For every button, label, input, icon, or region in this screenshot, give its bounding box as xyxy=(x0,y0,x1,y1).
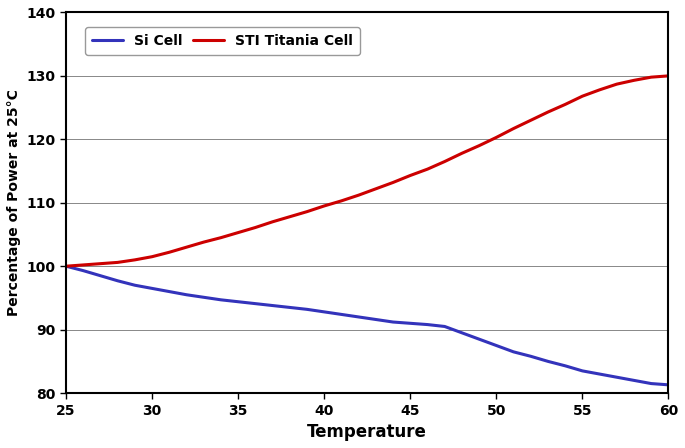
STI Titania Cell xyxy=(355,193,363,198)
Si Cell xyxy=(182,292,190,297)
STI Titania Cell xyxy=(165,250,173,255)
STI Titania Cell xyxy=(423,167,432,172)
STI Titania Cell xyxy=(389,180,397,185)
Si Cell xyxy=(148,286,156,291)
Si Cell xyxy=(269,303,277,308)
STI Titania Cell xyxy=(458,151,466,156)
STI Titania Cell xyxy=(612,82,621,87)
STI Titania Cell xyxy=(79,262,88,267)
Si Cell xyxy=(97,273,105,278)
Y-axis label: Percentage of Power at 25°C: Percentage of Power at 25°C xyxy=(7,89,21,316)
STI Titania Cell xyxy=(527,118,535,123)
STI Titania Cell xyxy=(114,260,122,265)
STI Titania Cell xyxy=(475,143,483,148)
STI Titania Cell xyxy=(234,230,242,235)
STI Titania Cell xyxy=(182,245,190,250)
Si Cell xyxy=(612,375,621,380)
Si Cell xyxy=(440,324,449,329)
STI Titania Cell xyxy=(561,102,569,107)
Si Cell xyxy=(372,317,380,322)
Si Cell xyxy=(578,368,586,374)
STI Titania Cell xyxy=(406,173,414,178)
Line: STI Titania Cell: STI Titania Cell xyxy=(66,76,669,266)
Si Cell xyxy=(251,301,260,306)
Si Cell xyxy=(337,312,345,317)
Si Cell xyxy=(355,314,363,319)
Si Cell xyxy=(389,319,397,325)
STI Titania Cell xyxy=(251,225,260,230)
Line: Si Cell: Si Cell xyxy=(66,266,669,385)
STI Titania Cell xyxy=(320,203,328,209)
STI Titania Cell xyxy=(199,239,208,245)
STI Titania Cell xyxy=(303,209,311,214)
Si Cell xyxy=(475,336,483,342)
STI Titania Cell xyxy=(269,219,277,224)
STI Titania Cell xyxy=(372,186,380,191)
STI Titania Cell xyxy=(337,198,345,203)
STI Titania Cell xyxy=(217,235,225,240)
X-axis label: Temperature: Temperature xyxy=(308,423,427,441)
Si Cell xyxy=(165,289,173,294)
Si Cell xyxy=(303,306,311,312)
STI Titania Cell xyxy=(286,214,294,220)
Si Cell xyxy=(423,322,432,327)
Si Cell xyxy=(510,349,518,354)
STI Titania Cell xyxy=(510,126,518,131)
Si Cell xyxy=(561,363,569,369)
Si Cell xyxy=(544,359,552,364)
Si Cell xyxy=(647,381,656,386)
Si Cell xyxy=(234,299,242,305)
STI Titania Cell xyxy=(493,135,501,140)
STI Titania Cell xyxy=(148,254,156,259)
Si Cell xyxy=(217,297,225,302)
STI Titania Cell xyxy=(131,257,139,263)
Si Cell xyxy=(199,295,208,300)
STI Titania Cell xyxy=(440,159,449,164)
Si Cell xyxy=(595,371,603,377)
Si Cell xyxy=(131,283,139,288)
STI Titania Cell xyxy=(647,74,656,80)
STI Titania Cell xyxy=(544,109,552,115)
STI Titania Cell xyxy=(630,78,638,83)
STI Titania Cell xyxy=(97,261,105,267)
Si Cell xyxy=(320,309,328,314)
STI Titania Cell xyxy=(595,87,603,93)
STI Titania Cell xyxy=(664,73,673,78)
Legend: Si Cell, STI Titania Cell: Si Cell, STI Titania Cell xyxy=(85,27,360,55)
Si Cell xyxy=(286,305,294,310)
STI Titania Cell xyxy=(578,94,586,99)
Si Cell xyxy=(114,278,122,284)
STI Titania Cell xyxy=(62,263,70,269)
Si Cell xyxy=(406,321,414,326)
Si Cell xyxy=(664,382,673,388)
Si Cell xyxy=(62,263,70,269)
Si Cell xyxy=(527,353,535,359)
Si Cell xyxy=(493,343,501,348)
Si Cell xyxy=(458,330,466,336)
Si Cell xyxy=(79,268,88,273)
Si Cell xyxy=(630,378,638,383)
